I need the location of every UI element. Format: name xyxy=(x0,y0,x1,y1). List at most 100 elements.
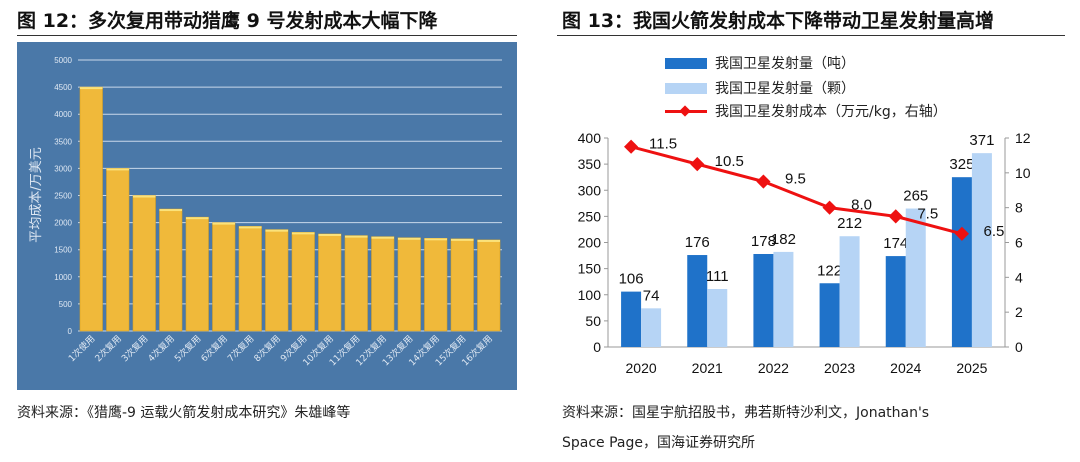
left-bar xyxy=(79,86,103,332)
bar-tons xyxy=(621,291,642,347)
legend-swatch-cost xyxy=(665,104,707,117)
left-bar xyxy=(159,208,183,332)
cost-marker xyxy=(690,157,705,172)
cost-marker xyxy=(822,200,837,215)
cost-label: 6.5 xyxy=(983,223,1004,240)
left-bar-top xyxy=(212,222,235,225)
right-x-tick-label: 2023 xyxy=(824,360,855,376)
right-y2-tick-label: 6 xyxy=(1015,235,1023,251)
left-bar xyxy=(450,238,474,332)
cost-marker xyxy=(624,139,639,154)
bar-count xyxy=(641,308,662,347)
legend-label-tons: 我国卫星发射量（吨） xyxy=(715,56,855,72)
left-y-tick-label: 2000 xyxy=(54,219,72,228)
left-bar xyxy=(106,168,130,332)
right-y-tick-label: 200 xyxy=(578,235,602,251)
bar-tons-label: 106 xyxy=(619,271,644,288)
right-x-tick-label: 2021 xyxy=(692,360,723,376)
bar-count xyxy=(971,153,992,347)
bar-count xyxy=(773,251,794,347)
bar-tons-label: 176 xyxy=(685,234,710,251)
right-y-tick-label: 350 xyxy=(578,156,602,172)
left-bar-top xyxy=(424,238,447,241)
bar-count-label: 265 xyxy=(903,188,928,205)
left-figure-title: 图 12：多次复用带动猎鹰 9 号发射成本大幅下降 xyxy=(17,10,438,32)
bar-tons-label: 325 xyxy=(949,156,974,173)
left-bar-top xyxy=(265,229,288,232)
left-bar-top xyxy=(345,235,368,238)
cost-marker xyxy=(756,174,771,189)
left-bar xyxy=(397,237,421,332)
left-y-tick-label: 500 xyxy=(59,300,73,309)
right-x-tick-label: 2020 xyxy=(626,360,657,376)
left-bar xyxy=(477,239,501,332)
left-y-tick-label: 4000 xyxy=(54,110,72,119)
right-y2-tick-label: 12 xyxy=(1015,130,1031,146)
left-bar-top xyxy=(451,238,474,241)
left-bar-top xyxy=(371,236,394,239)
right-y2-tick-label: 4 xyxy=(1015,269,1023,285)
right-figure-title: 图 13：我国火箭发射成本下降带动卫星发射量高增 xyxy=(562,10,995,32)
right-y2-tick-label: 8 xyxy=(1015,200,1023,216)
left-bar xyxy=(132,195,156,332)
right-title-rule xyxy=(557,35,1065,36)
cost-line xyxy=(630,145,963,236)
right-x-tick-label: 2025 xyxy=(956,360,987,376)
legend-label-count: 我国卫星发射量（颗） xyxy=(715,81,855,97)
right-y-tick-label: 300 xyxy=(578,182,602,198)
legend-item-count: 我国卫星发射量（颗） xyxy=(665,78,855,98)
left-bar xyxy=(371,236,395,332)
left-bar xyxy=(291,232,315,332)
legend-swatch-tons xyxy=(665,57,707,69)
bar-tons-label: 122 xyxy=(817,262,842,279)
bar-count-label: 371 xyxy=(969,132,994,149)
bar-tons-label: 174 xyxy=(883,235,908,252)
left-bar-top xyxy=(477,239,500,242)
legend-swatch-count xyxy=(665,82,707,94)
left-bar xyxy=(424,238,448,332)
right-y2-tick-label: 0 xyxy=(1015,339,1023,355)
left-bar-top xyxy=(186,217,209,220)
right-y-tick-label: 100 xyxy=(578,287,602,303)
cost-label: 10.5 xyxy=(715,153,744,170)
cost-marker xyxy=(954,226,969,241)
left-bar-top xyxy=(80,87,103,90)
left-y-tick-label: 3500 xyxy=(54,137,72,146)
left-bar-top xyxy=(133,195,156,198)
left-bar xyxy=(318,233,342,332)
bar-count xyxy=(839,236,860,347)
right-x-tick-label: 2024 xyxy=(890,360,921,376)
right-y-tick-label: 250 xyxy=(578,208,602,224)
bar-tons xyxy=(819,283,840,347)
cost-label: 7.5 xyxy=(917,205,938,222)
right-y-tick-label: 150 xyxy=(578,261,602,277)
left-bar-top xyxy=(159,209,182,212)
bar-tons xyxy=(687,255,708,347)
left-y-tick-label: 2500 xyxy=(54,192,72,201)
left-y-tick-label: 0 xyxy=(68,327,73,336)
cost-marker xyxy=(888,209,903,224)
right-y-tick-label: 0 xyxy=(593,339,601,355)
left-title-rule xyxy=(17,35,517,36)
left-y-tick-label: 3000 xyxy=(54,164,72,173)
bar-count-label: 111 xyxy=(706,268,729,285)
bar-count-label: 182 xyxy=(771,231,796,248)
left-bar xyxy=(344,235,368,332)
left-bar-top xyxy=(398,237,421,240)
right-y2-tick-label: 10 xyxy=(1015,165,1031,181)
right-y2-tick-label: 2 xyxy=(1015,304,1023,320)
bar-tons xyxy=(885,256,906,347)
bar-count-label: 74 xyxy=(643,287,660,304)
right-y-tick-label: 400 xyxy=(578,130,602,146)
bar-count-label: 212 xyxy=(837,215,862,232)
bar-tons xyxy=(753,253,774,347)
bar-count xyxy=(707,289,728,347)
legend-label-cost: 我国卫星发射成本（万元/kg，右轴） xyxy=(715,104,947,120)
left-y-axis-label: 平均成本/万美元 xyxy=(29,147,44,242)
cost-label: 9.5 xyxy=(785,171,806,188)
left-bar-top xyxy=(239,226,262,229)
left-bar xyxy=(238,226,262,332)
left-y-tick-label: 1500 xyxy=(54,246,72,255)
left-bar-top xyxy=(292,232,315,235)
